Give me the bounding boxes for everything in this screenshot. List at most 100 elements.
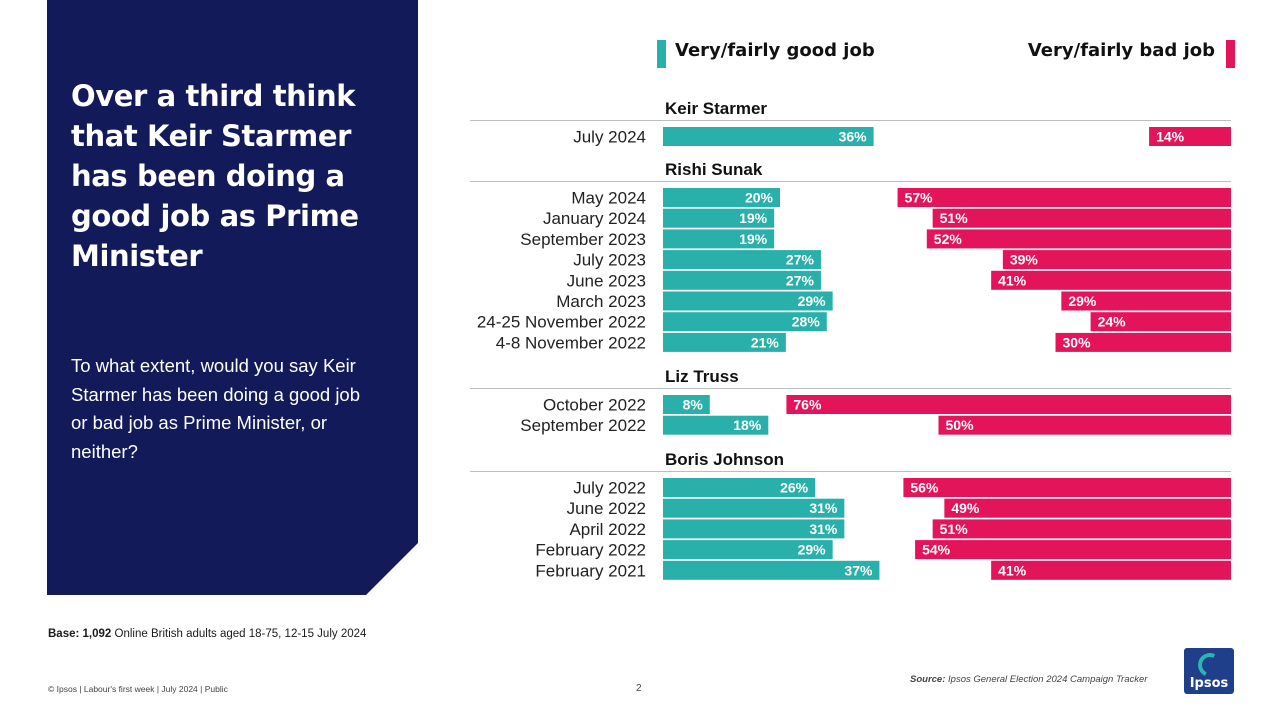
value-label-good: 27% — [786, 252, 815, 268]
bar-bad — [1002, 250, 1231, 270]
bar-good — [663, 188, 780, 207]
bar-good — [663, 498, 845, 518]
category-label: September 2022 — [520, 416, 646, 435]
category-label: May 2024 — [571, 189, 646, 208]
bar-bad — [1061, 291, 1231, 311]
pm-name-liz-truss: Liz Truss — [665, 367, 739, 386]
bar-good — [663, 332, 786, 352]
bar-good — [663, 312, 827, 332]
value-label-bad: 57% — [905, 190, 934, 206]
value-label-good: 26% — [780, 480, 809, 496]
category-label: February 2022 — [535, 541, 646, 560]
bar-good — [663, 270, 821, 290]
bar-good — [663, 127, 874, 146]
value-label-bad: 24% — [1098, 314, 1127, 330]
bar-good — [663, 560, 880, 580]
bar-bad — [932, 519, 1231, 539]
value-label-good: 27% — [786, 272, 815, 288]
bar-bad — [1149, 127, 1231, 146]
category-label: June 2023 — [567, 271, 646, 290]
value-label-good: 31% — [809, 500, 838, 516]
bar-bad — [903, 478, 1231, 497]
legend-bad: Very/fairly bad job — [1028, 40, 1236, 68]
bar-good — [663, 395, 710, 414]
value-label-good: 8% — [683, 397, 704, 413]
value-label-good: 37% — [844, 562, 873, 578]
value-label-good: 31% — [809, 521, 838, 537]
value-label-bad: 49% — [951, 500, 980, 516]
value-label-bad: 50% — [946, 417, 975, 433]
value-label-good: 29% — [798, 293, 827, 309]
category-label: 4-8 November 2022 — [496, 333, 646, 352]
bar-good — [663, 415, 769, 435]
value-label-good: 19% — [739, 210, 768, 226]
value-label-good: 28% — [792, 314, 821, 330]
bar-bad — [991, 270, 1231, 290]
footer-copyright: © Ipsos | Labour's first week | July 202… — [48, 684, 228, 694]
value-label-bad: 39% — [1010, 252, 1039, 268]
category-label: April 2022 — [569, 520, 646, 539]
bar-bad — [786, 395, 1231, 414]
bar-good — [663, 250, 821, 270]
bar-good — [663, 540, 833, 560]
source-label: Source: — [910, 674, 946, 685]
value-label-bad: 51% — [940, 210, 969, 226]
bar-bad — [991, 560, 1231, 580]
pm-name-keir-starmer: Keir Starmer — [665, 99, 767, 118]
ipsos-logo: Ipsos — [1184, 648, 1234, 694]
bar-bad — [938, 415, 1231, 435]
category-label: February 2021 — [535, 561, 646, 580]
legend-good: Very/fairly good job — [657, 40, 875, 68]
category-label: July 2022 — [573, 479, 646, 498]
page-number: 2 — [636, 683, 642, 694]
headline: Over a third think that Keir Starmer has… — [71, 79, 359, 273]
bar-good — [663, 208, 775, 228]
value-label-bad: 52% — [934, 231, 963, 247]
bar-bad — [926, 229, 1231, 249]
value-label-bad: 14% — [1156, 129, 1185, 145]
bar-bad — [1055, 332, 1231, 352]
bar-good — [663, 291, 833, 311]
base-label: Base: — [48, 628, 80, 640]
bar-good — [663, 519, 845, 539]
category-label: January 2024 — [543, 209, 646, 228]
category-label: July 2023 — [573, 251, 646, 270]
base-note: Base: 1,092 Online British adults aged 1… — [48, 625, 378, 643]
bar-bad — [932, 208, 1231, 228]
value-label-bad: 54% — [922, 542, 951, 558]
logo-text: Ipsos — [1189, 676, 1229, 691]
base-count: 1,092 — [82, 628, 112, 640]
value-label-good: 20% — [745, 190, 774, 206]
value-label-good: 36% — [839, 129, 868, 145]
value-label-bad: 56% — [910, 480, 939, 496]
value-label-bad: 41% — [998, 272, 1027, 288]
bar-bad — [944, 498, 1231, 518]
pm-name-boris-johnson: Boris Johnson — [665, 450, 784, 469]
bar-good — [663, 478, 816, 497]
category-label: June 2022 — [567, 499, 646, 518]
category-label: July 2024 — [573, 128, 646, 147]
source-note: Source: Ipsos General Election 2024 Camp… — [910, 674, 1147, 685]
value-label-bad: 41% — [998, 562, 1027, 578]
bar-bad — [1090, 312, 1231, 332]
value-label-bad: 76% — [793, 397, 822, 413]
category-label: March 2023 — [556, 292, 646, 311]
value-label-bad: 29% — [1068, 293, 1097, 309]
base-text: Online British adults aged 18-75, 12-15 … — [114, 628, 367, 640]
category-label: October 2022 — [543, 396, 646, 415]
value-label-good: 21% — [751, 334, 780, 350]
value-label-good: 19% — [739, 231, 768, 247]
bar-bad — [897, 188, 1231, 207]
source-text: Ipsos General Election 2024 Campaign Tra… — [948, 674, 1148, 685]
value-label-bad: 51% — [940, 521, 969, 537]
category-label: September 2023 — [520, 230, 646, 249]
bar-good — [663, 229, 775, 249]
pm-name-rishi-sunak: Rishi Sunak — [665, 160, 763, 179]
bar-bad — [915, 540, 1231, 560]
headline-panel: Over a third think that Keir Starmer has… — [47, 0, 418, 595]
value-label-good: 29% — [798, 542, 827, 558]
category-label: 24-25 November 2022 — [477, 313, 646, 332]
value-label-good: 18% — [733, 417, 762, 433]
value-label-bad: 30% — [1063, 334, 1092, 350]
